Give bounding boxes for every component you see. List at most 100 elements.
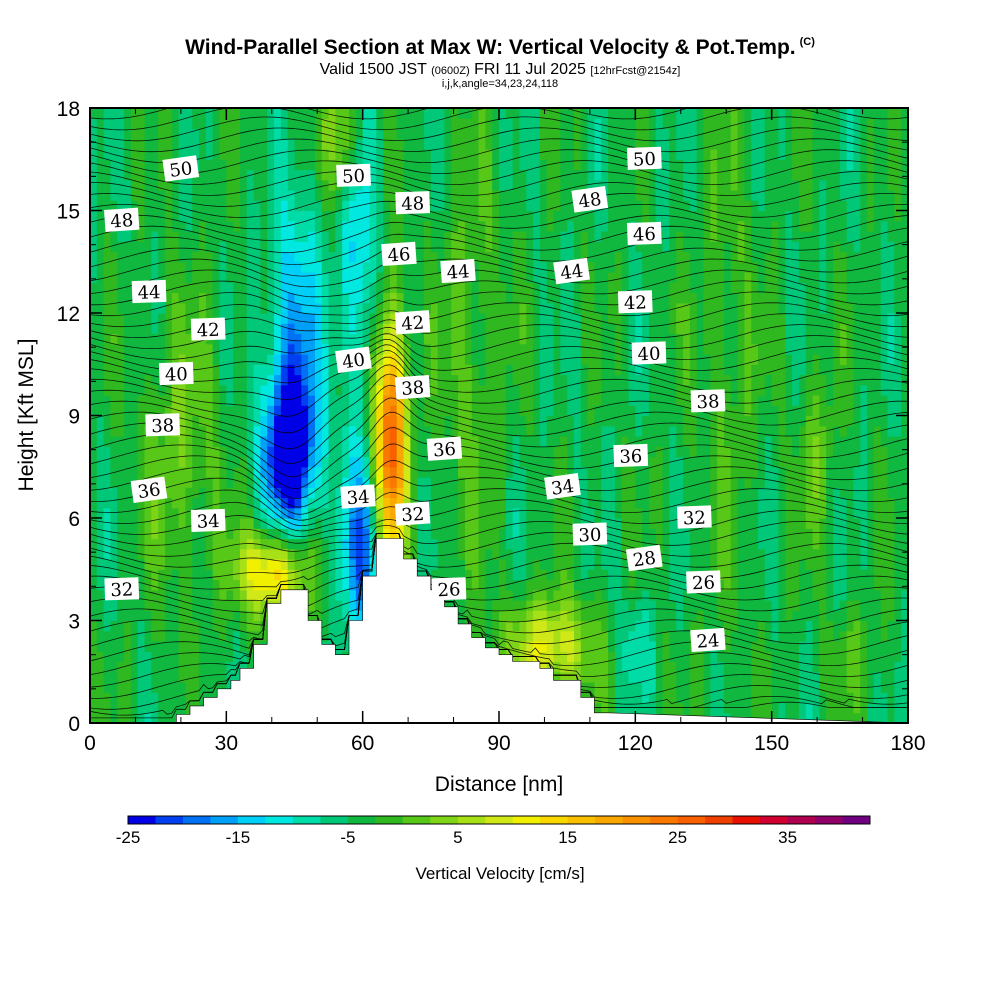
velocity-cell — [642, 436, 650, 447]
velocity-cell — [369, 395, 377, 406]
velocity-cell — [526, 210, 534, 222]
velocity-cell — [355, 313, 364, 324]
velocity-cell — [437, 149, 446, 160]
velocity-cell — [96, 497, 105, 509]
velocity-cell — [492, 210, 500, 222]
velocity-cell — [178, 323, 187, 335]
velocity-cell — [628, 466, 636, 478]
velocity-cell — [110, 487, 118, 499]
velocity-cell — [505, 159, 514, 171]
velocity-cell — [314, 179, 323, 191]
velocity-cell — [328, 118, 336, 130]
velocity-cell — [648, 682, 657, 693]
velocity-cell — [362, 210, 371, 222]
velocity-cell — [233, 620, 241, 632]
velocity-cell — [219, 292, 227, 304]
velocity-cell — [287, 138, 296, 150]
velocity-cell — [417, 118, 425, 130]
velocity-cell — [90, 569, 98, 581]
velocity-cell — [185, 610, 193, 622]
velocity-cell — [417, 179, 425, 191]
velocity-cell — [635, 600, 643, 611]
velocity-cell — [648, 251, 657, 263]
velocity-cell — [199, 354, 207, 365]
velocity-cell — [601, 425, 609, 437]
velocity-cell — [410, 179, 418, 191]
velocity-cell — [253, 436, 262, 447]
velocity-cell — [628, 261, 636, 273]
velocity-cell — [90, 210, 98, 222]
velocity-cell — [383, 466, 391, 478]
velocity-cell — [376, 364, 384, 376]
velocity-cell — [430, 128, 439, 140]
velocity-cell — [553, 179, 561, 191]
velocity-cell — [642, 641, 650, 652]
velocity-cell — [424, 415, 432, 427]
velocity-cell — [417, 220, 425, 232]
velocity-cell — [335, 528, 343, 540]
velocity-cell — [505, 323, 514, 335]
velocity-cell — [151, 200, 159, 212]
velocity-cell — [233, 282, 241, 294]
velocity-cell — [144, 661, 152, 673]
velocity-cell — [519, 630, 527, 642]
velocity-cell — [614, 610, 623, 622]
velocity-cell — [144, 497, 152, 509]
velocity-cell — [594, 323, 602, 335]
velocity-cell — [205, 261, 214, 273]
velocity-cell — [233, 600, 241, 611]
velocity-cell — [362, 231, 371, 242]
velocity-cell — [478, 559, 486, 570]
velocity-cell — [246, 497, 255, 509]
velocity-cell — [396, 466, 405, 478]
velocity-cell — [212, 231, 221, 242]
velocity-cell — [335, 149, 343, 160]
velocity-cell — [274, 220, 282, 232]
velocity-cell — [533, 292, 541, 304]
velocity-cell — [533, 149, 541, 160]
velocity-cell — [512, 200, 521, 212]
velocity-cell — [158, 323, 166, 335]
velocity-cell — [103, 313, 112, 324]
velocity-cell — [90, 548, 98, 560]
velocity-cell — [103, 190, 112, 201]
velocity-cell — [287, 425, 296, 437]
velocity-cell — [212, 405, 221, 417]
velocity-cell — [410, 446, 418, 458]
velocity-cell — [635, 384, 643, 396]
velocity-cell — [369, 251, 377, 263]
velocity-cell — [553, 159, 561, 171]
velocity-cell — [287, 487, 296, 499]
velocity-cell — [301, 518, 309, 529]
velocity-cell — [539, 487, 548, 499]
velocity-cell — [587, 261, 596, 273]
velocity-cell — [546, 589, 555, 601]
velocity-cell — [124, 559, 132, 570]
velocity-cell — [90, 425, 98, 437]
velocity-cell — [335, 579, 343, 591]
velocity-cell — [389, 333, 398, 345]
velocity-cell — [144, 610, 152, 622]
velocity-cell — [321, 425, 330, 437]
velocity-cell — [539, 620, 548, 632]
velocity-cell — [424, 108, 432, 119]
velocity-cell — [587, 671, 596, 683]
velocity-cell — [430, 241, 439, 253]
velocity-cell — [505, 569, 514, 581]
velocity-cell — [205, 374, 214, 386]
velocity-cell — [580, 415, 589, 427]
velocity-cell — [308, 579, 316, 591]
velocity-cell — [614, 528, 623, 540]
velocity-cell — [546, 507, 555, 519]
velocity-cell — [158, 333, 166, 345]
velocity-cell — [260, 231, 268, 242]
velocity-cell — [608, 477, 616, 488]
velocity-cell — [451, 241, 459, 253]
velocity-cell — [437, 548, 446, 560]
velocity-cell — [96, 190, 105, 201]
velocity-cell — [158, 466, 166, 478]
velocity-cell — [505, 436, 514, 447]
velocity-cell — [219, 138, 227, 150]
velocity-cell — [628, 651, 636, 663]
velocity-cell — [301, 415, 309, 427]
